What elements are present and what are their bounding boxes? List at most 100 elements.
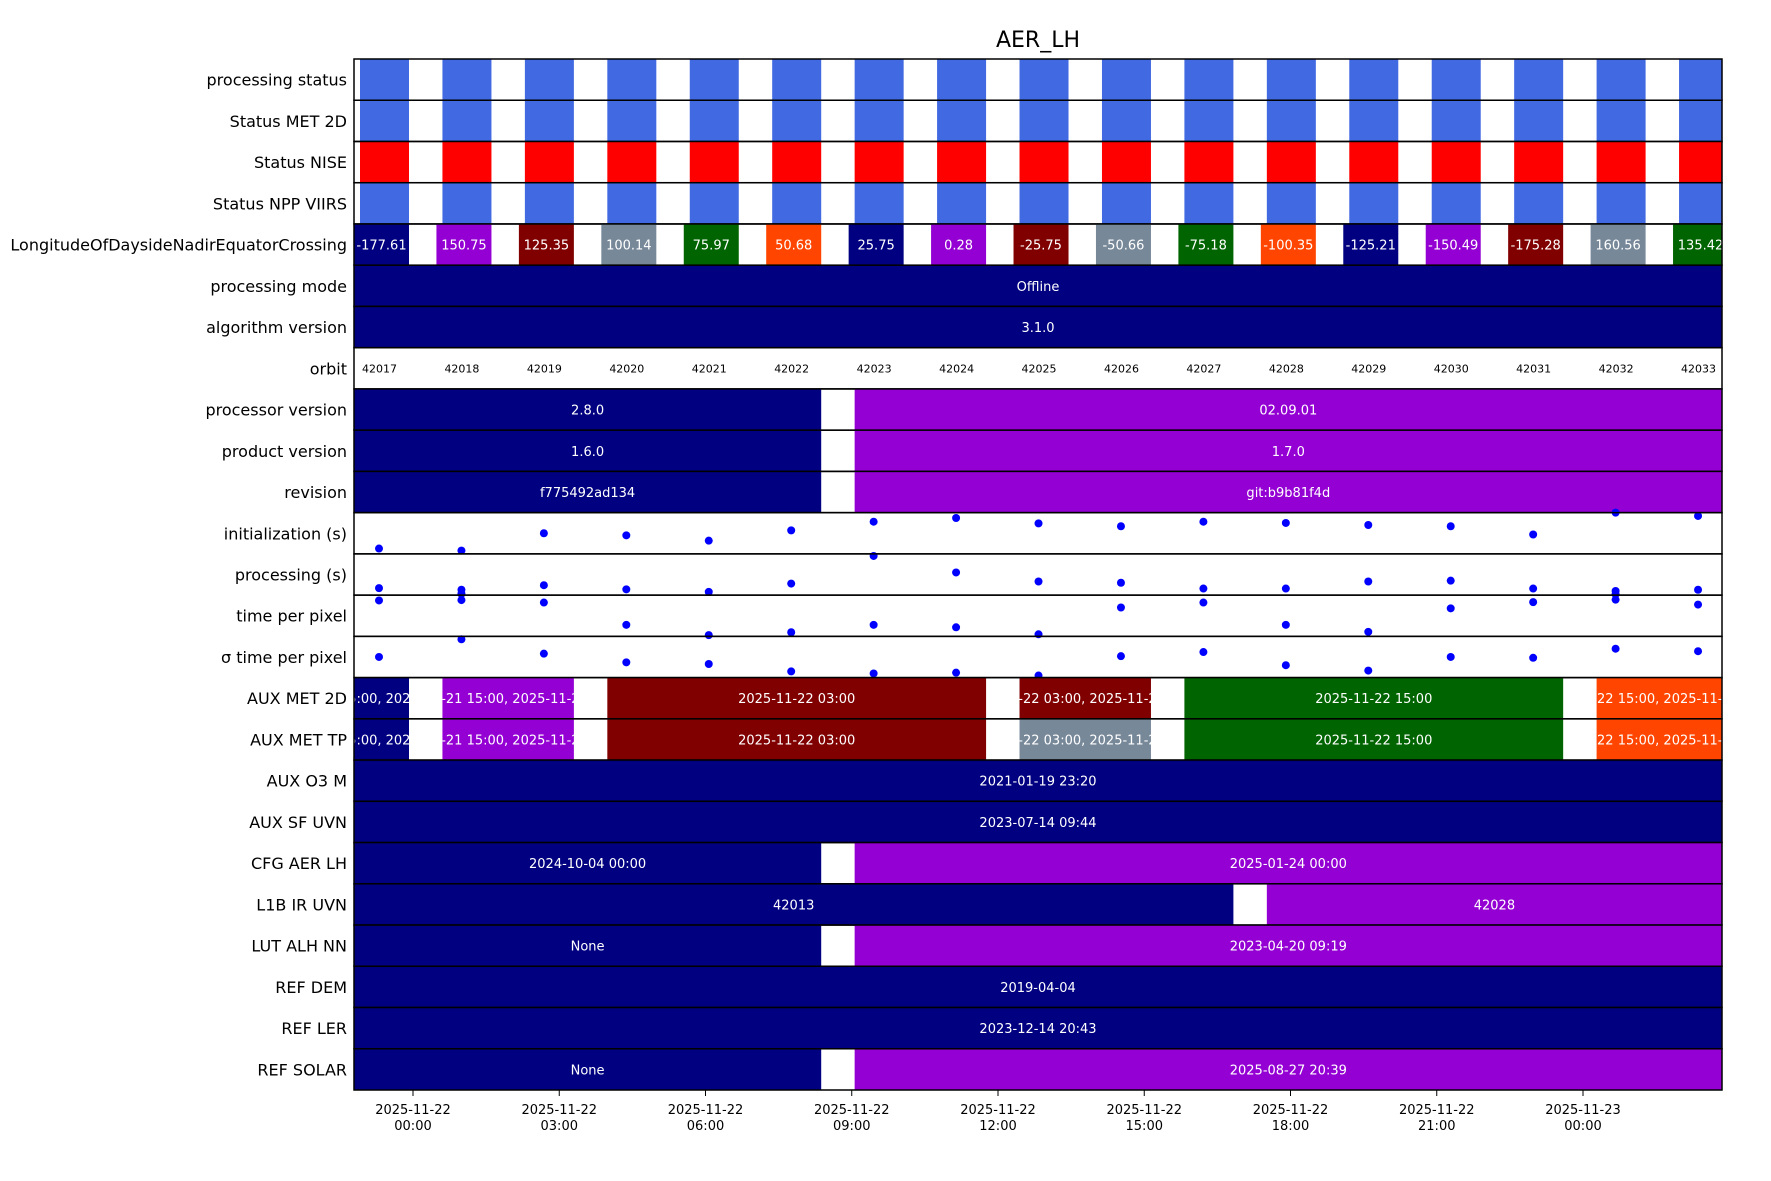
orbit-number: 42026 (1104, 362, 1139, 375)
crossing-value: 0.28 (944, 239, 973, 254)
span-text: 42028 (1474, 898, 1515, 913)
crossing-value: -25.75 (1020, 239, 1062, 254)
span-bar (1184, 677, 1564, 719)
span-clip: 2024-10-04 00:00 (529, 857, 646, 872)
span-clip: 2025-11-21 15:00, 2025-11-22 03:00 (442, 692, 573, 707)
scatter-point (539, 581, 548, 590)
row-cfg-aer-lh: CFG AER LH 2024-10-04 00:00 2025-01-24 00:… (251, 841, 1723, 885)
crossing-cell (1590, 223, 1646, 266)
span-text: 2025-11-22 15:00 (1315, 692, 1432, 707)
crossing-cell (1673, 223, 1722, 266)
span-bar (854, 1048, 1722, 1090)
crossing-value: 25.75 (858, 239, 895, 254)
span-text: 02.09.01 (1259, 404, 1317, 419)
span-text: None (571, 940, 605, 955)
span-bar (354, 471, 822, 513)
row-processing-status: processing status (207, 58, 1723, 101)
span-bar (854, 925, 1722, 967)
span-text: 2025-11-22 15:00 (1315, 733, 1432, 748)
status-cell (1019, 182, 1069, 224)
span-text: 2019-04-04 (1000, 981, 1076, 996)
span-clip: None (571, 940, 605, 955)
status-cell (524, 141, 574, 183)
scatter-point (1034, 519, 1043, 528)
span-clip: 2025-08-27 20:39 (1230, 1063, 1347, 1078)
span-bar (354, 760, 1722, 802)
span-bar (442, 677, 574, 719)
scatter-point (539, 529, 548, 538)
span-clip: None (571, 1063, 605, 1078)
scatter-point (1116, 652, 1125, 661)
scatter-point (1529, 530, 1538, 539)
span-text: 2024-10-04 00:00 (529, 857, 646, 872)
span-text: None (571, 1063, 605, 1078)
scatter-point (1116, 522, 1125, 531)
scatter-point (1529, 584, 1538, 593)
crossing-cell (1508, 223, 1564, 266)
scatter-point (1694, 647, 1703, 656)
scatter-point (622, 620, 631, 629)
orbit-number: 42031 (1516, 362, 1551, 375)
row-orbit: orbit 42017 42018 42019 42020 42021 42022 42023… (310, 346, 1723, 390)
crossing-value: -100.35 (1263, 239, 1313, 254)
span-bar (607, 677, 987, 719)
scatter-point (457, 546, 466, 555)
row-label: processor version (205, 401, 347, 420)
status-cell (1596, 100, 1646, 142)
scatter-point (1611, 644, 1620, 653)
scatter-point (704, 536, 713, 545)
scatter-point (375, 584, 383, 593)
span-text: 2025-11-21 15:00, 2025-11-22 03:00 (387, 733, 630, 748)
span-clip: 1.7.0 (1272, 445, 1305, 460)
status-cell (1431, 141, 1481, 183)
span-bar (354, 306, 1722, 348)
orbit-number: 42028 (1269, 362, 1304, 375)
span-text: git:b9b81f4d (1246, 486, 1330, 501)
span-bar (607, 718, 987, 761)
span-clip: 2025-11-22 03:00 (738, 692, 855, 707)
status-cell (1101, 100, 1151, 142)
scatter-point (375, 596, 383, 605)
x-tick-time: 15:00 (1126, 1119, 1163, 1134)
crossing-cell (1343, 223, 1399, 266)
span-text: 42013 (773, 898, 814, 913)
x-tick-date: 2025-11-22 (1253, 1103, 1329, 1118)
status-cell (442, 141, 492, 183)
crossing-cell (1260, 223, 1316, 266)
status-cell (937, 182, 987, 224)
orbit-number: 42032 (1599, 362, 1634, 375)
scatter-point (1446, 522, 1455, 531)
scatter-point (704, 587, 713, 596)
status-cell (1266, 182, 1316, 224)
scatter-point (622, 658, 631, 667)
x-tick-time: 06:00 (687, 1119, 724, 1134)
status-cell (1266, 59, 1316, 101)
row-label: processing mode (210, 277, 347, 296)
status-cell (442, 182, 492, 224)
x-tick-date: 2025-11-23 (1545, 1103, 1621, 1118)
span-bar (354, 1007, 1722, 1049)
scatter-point (375, 544, 383, 553)
status-cell (1514, 141, 1564, 183)
status-cell (689, 141, 739, 183)
span-bar (854, 842, 1722, 884)
x-tick-time: 00:00 (1564, 1119, 1601, 1134)
scatter-point (457, 589, 466, 598)
status-cell (854, 182, 904, 224)
status-cell (360, 141, 409, 183)
orbit-number: 42019 (527, 362, 562, 375)
status-cell (772, 182, 822, 224)
scatter-point (952, 568, 961, 577)
status-cell (1596, 182, 1646, 224)
row-time-per-pixel: σ time per pixel (221, 635, 1723, 680)
row-frame (353, 1048, 1723, 1091)
status-cell (1514, 100, 1564, 142)
span-clip: 2023-04-20 09:19 (1230, 940, 1347, 955)
span-bar (354, 801, 1722, 843)
status-cell (854, 141, 904, 183)
